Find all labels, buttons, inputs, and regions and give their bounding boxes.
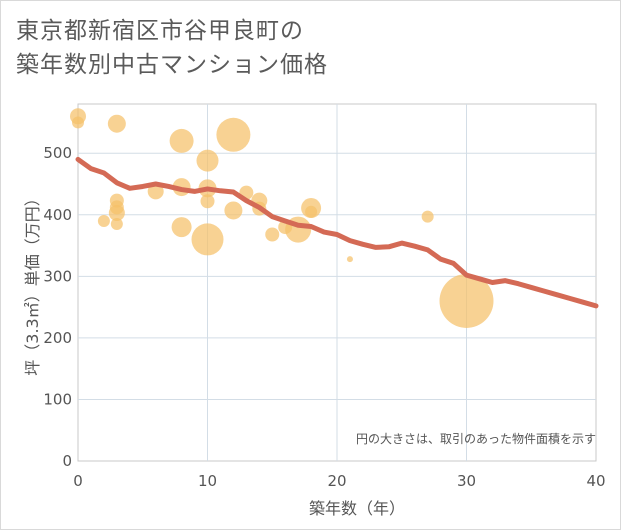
bubble-point — [107, 114, 126, 133]
y-axis-title: 坪（3.3㎡）単価（万円） — [23, 190, 42, 375]
y-tick-label: 400 — [43, 206, 72, 224]
bubble-point — [110, 218, 123, 231]
x-tick-label: 10 — [198, 472, 217, 490]
bubble-point — [97, 214, 110, 227]
y-tick-label: 500 — [43, 144, 72, 162]
x-tick-label: 40 — [586, 472, 605, 490]
bubble-point — [196, 149, 219, 172]
bubble-point — [169, 128, 194, 153]
chart-title: 東京都新宿区市谷甲良町の 築年数別中古マンション価格 — [16, 14, 516, 82]
trend-line — [75, 156, 599, 309]
bubble-point — [305, 205, 318, 218]
y-tick-label: 100 — [43, 390, 72, 408]
y-tick-label: 200 — [43, 329, 72, 347]
bubble-point — [224, 201, 243, 220]
bubble-point — [421, 210, 434, 223]
bubble-point — [191, 223, 224, 256]
x-tick-label: 30 — [457, 472, 476, 490]
y-tick-label: 300 — [43, 267, 72, 285]
y-tick-label: 0 — [62, 452, 72, 470]
chart-title-line-2: 築年数別中古マンション価格 — [16, 52, 328, 78]
bubble-point — [147, 183, 164, 200]
trend-series — [75, 156, 599, 309]
bubble-point — [108, 204, 125, 221]
bubble-point — [265, 227, 280, 242]
bubble-point — [72, 116, 84, 129]
size-note: 円の大きさは、取引のあった物件面積を示す — [356, 431, 596, 446]
x-axis-title: 築年数（年） — [309, 499, 405, 518]
bubble-point — [171, 217, 192, 238]
bubble-point — [200, 194, 215, 209]
bubble-point — [216, 117, 251, 152]
x-tick-label: 0 — [73, 472, 83, 490]
bubble-point — [346, 256, 353, 263]
x-tick-label: 20 — [327, 472, 346, 490]
chart-title-line-1: 東京都新宿区市谷甲良町の — [16, 18, 304, 44]
bubble-point — [439, 273, 494, 328]
